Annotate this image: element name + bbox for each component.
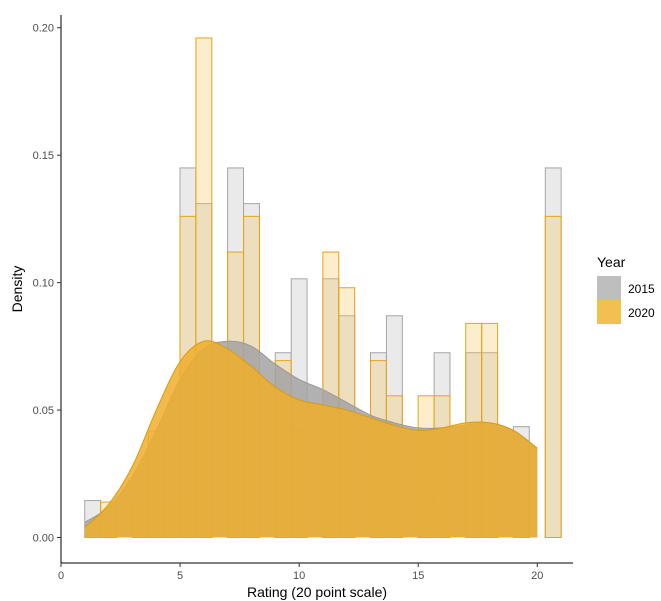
legend-key-2015: [597, 276, 621, 300]
y-tick-label: 0.00: [33, 533, 54, 545]
x-tick-label: 10: [293, 570, 305, 582]
y-tick-label: 0.10: [33, 278, 54, 290]
density-line-2020: [84, 340, 538, 528]
y-tick-label: 0.20: [33, 23, 54, 35]
legend: Year 2015 2020: [597, 254, 655, 324]
legend-label-2020: 2020: [628, 306, 655, 320]
y-tick-label: 0.15: [33, 150, 54, 162]
x-tick-label: 5: [177, 570, 183, 582]
x-axis-title: Rating (20 point scale): [247, 584, 387, 600]
x-tick-label: 0: [58, 570, 64, 582]
density-area-2020: [84, 340, 538, 538]
density-curves: [84, 340, 538, 538]
legend-key-2020: [597, 300, 621, 324]
legend-title: Year: [597, 254, 626, 270]
y-axis-ticks: 0.00 0.05 0.10 0.15 0.20: [33, 23, 61, 545]
legend-label-2015: 2015: [628, 282, 655, 296]
y-tick-label: 0.05: [33, 405, 54, 417]
y-axis-title: Density: [9, 266, 25, 313]
x-tick-label: 20: [531, 570, 543, 582]
x-tick-label: 15: [412, 570, 424, 582]
bar-2020-29: [544, 215, 562, 539]
x-axis-ticks: 0 5 10 15 20: [58, 563, 543, 582]
